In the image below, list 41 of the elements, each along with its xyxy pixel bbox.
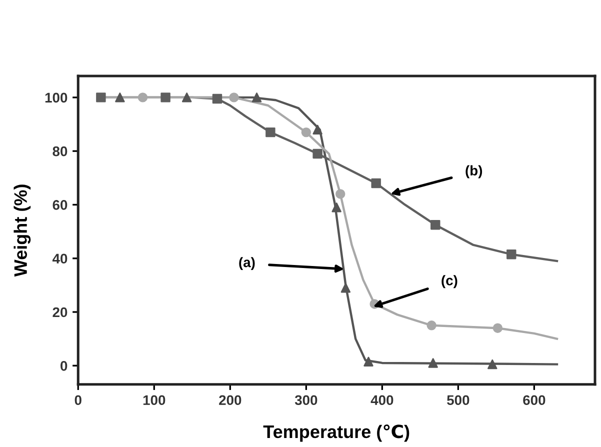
y-axis-title: Weight (%) — [14, 184, 31, 277]
point — [160, 92, 170, 102]
annotation: (b) — [466, 165, 482, 178]
point — [428, 358, 438, 368]
y-tick-label: 80 — [52, 146, 68, 156]
x-tick-label: 400 — [370, 395, 394, 406]
point — [301, 127, 312, 138]
point — [430, 220, 440, 230]
point — [138, 92, 148, 102]
x-tick-label: 0 — [74, 395, 82, 406]
point — [212, 94, 222, 104]
point — [364, 356, 374, 366]
y-tick-label: 100 — [45, 92, 68, 103]
point — [266, 127, 276, 138]
x-tick-label: 100 — [143, 395, 166, 406]
point — [492, 323, 503, 333]
point — [252, 92, 262, 102]
x-tick-label: 200 — [219, 395, 242, 406]
y-tick-label: 40 — [52, 254, 68, 264]
point — [371, 178, 381, 188]
x-tick-label: 600 — [523, 395, 546, 406]
x-tick-label: 300 — [294, 395, 318, 406]
y-tick-label: 60 — [52, 200, 68, 210]
point — [229, 92, 239, 102]
point — [312, 124, 322, 134]
x-axis-title: Temperature (℃) — [263, 424, 410, 442]
point — [488, 359, 498, 370]
point — [115, 92, 125, 102]
annotation: (c) — [442, 275, 458, 288]
point — [340, 283, 351, 293]
point — [182, 92, 192, 102]
point — [426, 320, 436, 330]
point — [332, 202, 342, 212]
x-tick-label: 500 — [447, 395, 470, 406]
y-tick-label: 0 — [60, 360, 68, 371]
point — [506, 249, 516, 260]
annotation: (a) — [239, 257, 255, 270]
point — [312, 148, 322, 159]
y-tick-label: 20 — [52, 307, 68, 318]
point — [96, 92, 106, 102]
point — [336, 189, 346, 199]
